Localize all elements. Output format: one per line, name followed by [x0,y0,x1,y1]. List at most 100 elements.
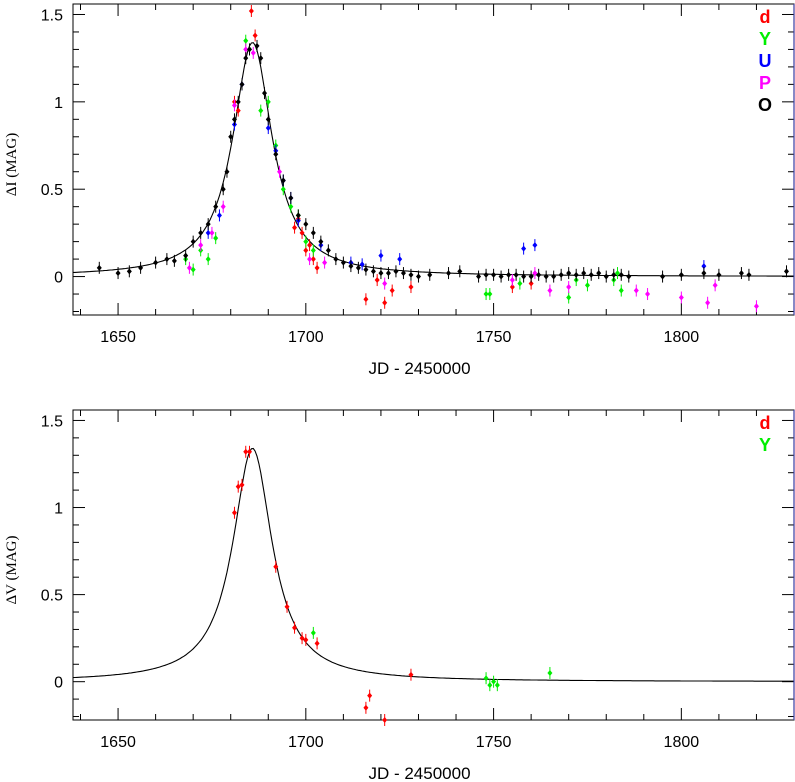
data-point [235,107,241,114]
data-point [487,291,493,298]
data-point [273,151,279,158]
data-point [213,203,219,210]
data-point [566,284,572,291]
legend-entry-d: d [760,7,771,27]
data-point [265,116,271,123]
data-point [198,229,204,236]
data-point [446,270,452,277]
data-point [397,256,403,263]
x-tick-label: 1800 [664,734,700,751]
data-point [618,271,624,278]
data-point [220,186,226,193]
data-point [243,37,249,44]
x-tick-label: 1800 [664,329,700,346]
data-point [584,282,590,289]
data-point [252,32,258,39]
data-point [314,640,320,647]
data-point [314,264,320,271]
x-tick-label: 1750 [476,734,512,751]
plot-frame [72,3,795,316]
data-point [303,636,309,643]
data-point [532,242,538,249]
data-point [303,221,309,228]
y-tick-label: 0 [54,675,63,692]
series-d [231,445,414,726]
legend-entry-d: d [760,413,771,433]
data-point [498,273,504,280]
data-point [292,624,298,631]
series-O [96,39,789,283]
data-point [494,682,500,689]
data-point [408,671,414,678]
data-point [224,168,230,175]
x-tick-label: 1700 [288,329,324,346]
data-point [246,448,252,455]
data-point [265,98,271,105]
data-point [303,238,309,245]
data-point [216,212,222,219]
data-point [483,675,489,682]
data-point [246,46,252,53]
data-point [528,273,534,280]
data-point [205,256,211,263]
chart-panel-delta-v: 1650 1700 1750 1800 0 0.5 1 1.5 JD - 2450000 ΔV (… [4,409,795,782]
data-point [265,125,271,132]
data-point [408,271,414,278]
data-point [521,245,527,252]
data-point [521,273,527,280]
data-point [385,270,391,277]
data-point [228,133,234,140]
data-point [363,296,369,303]
series-d [231,4,534,309]
data-point [280,186,286,193]
data-point [190,266,196,273]
data-point [618,287,624,294]
data-point [277,168,283,175]
y-tick-label: 1.5 [41,7,63,24]
data-point [678,294,684,301]
data-point [318,238,324,245]
data-point [348,263,354,270]
data-point [487,682,493,689]
data-point [678,271,684,278]
data-point [367,692,373,699]
data-point [566,294,572,301]
data-point [213,235,219,242]
data-point [307,242,313,249]
data-point [705,299,711,306]
data-point [389,287,395,294]
data-point [183,252,189,259]
data-point [400,270,406,277]
data-point [310,629,316,636]
data-point [96,264,102,271]
data-point [250,49,256,56]
data-point [783,268,789,275]
data-point [517,280,523,287]
data-point [171,257,177,264]
data-point [547,287,553,294]
y-tick-label: 1 [54,95,63,112]
data-point [491,271,497,278]
data-point [303,247,309,254]
data-point [243,448,249,455]
data-point [209,229,215,236]
data-point [235,483,241,490]
data-point [543,273,549,280]
data-point [611,271,617,278]
series-P [186,43,759,313]
data-point [716,271,722,278]
data-point [457,268,463,275]
data-point [558,271,564,278]
data-point [153,259,159,266]
data-point [603,273,609,280]
data-point [660,273,666,280]
data-point [310,247,316,254]
data-point [588,271,594,278]
data-point [231,102,237,109]
data-point [615,270,621,277]
x-tick-label: 1650 [100,734,136,751]
data-point [254,42,260,49]
data-point [547,669,553,676]
legend-entry-Y: Y [759,29,771,49]
